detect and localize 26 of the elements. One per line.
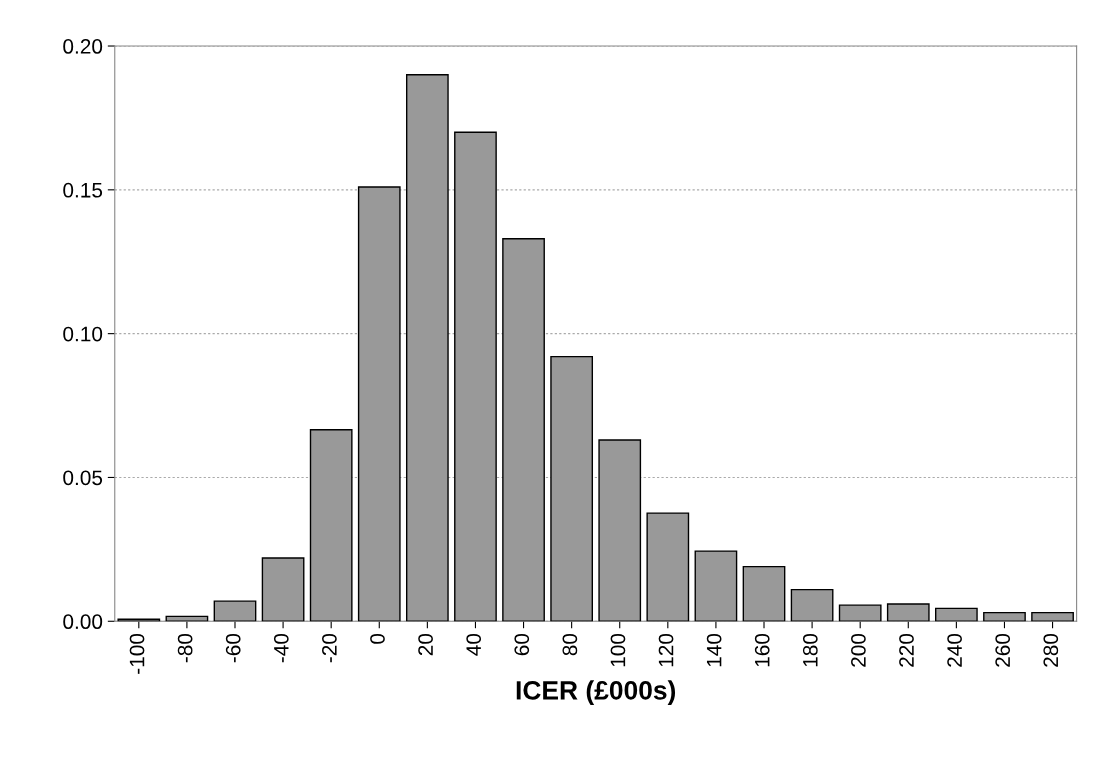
x-tick-label: -20 bbox=[322, 633, 337, 663]
x-tick-label: 80 bbox=[562, 633, 578, 656]
x-tick-label: 40 bbox=[466, 633, 482, 656]
x-tick-label: 0 bbox=[370, 633, 385, 644]
y-tick-label: 0.10 bbox=[63, 326, 103, 342]
x-tick-label: 260 bbox=[995, 633, 1011, 667]
x-tick-label: 240 bbox=[947, 633, 962, 667]
y-tick-label: 0.15 bbox=[63, 182, 103, 198]
y-tick-label: 0.20 bbox=[63, 39, 103, 54]
x-tick-label: -100 bbox=[129, 633, 145, 674]
y-tick-label: 0.05 bbox=[63, 470, 103, 486]
x-tick-label: -60 bbox=[225, 633, 241, 663]
x-tick-label: 140 bbox=[706, 633, 722, 667]
x-tick-label: -40 bbox=[273, 633, 289, 663]
x-tick-label: 100 bbox=[610, 633, 626, 667]
x-tick-label: 180 bbox=[802, 633, 818, 667]
x-tick-label: 60 bbox=[514, 633, 530, 656]
x-tick-label: 120 bbox=[658, 633, 674, 667]
x-axis-title: ICER (£000s) bbox=[516, 680, 676, 705]
x-tick-label: 200 bbox=[851, 633, 866, 667]
y-tick-label: 0.00 bbox=[63, 614, 103, 630]
x-tick-label: -80 bbox=[177, 633, 193, 663]
x-tick-label: 280 bbox=[1043, 633, 1059, 667]
x-tick-label: 220 bbox=[899, 633, 914, 667]
x-tick-label: 160 bbox=[754, 633, 770, 667]
x-tick-label: 20 bbox=[418, 633, 433, 656]
